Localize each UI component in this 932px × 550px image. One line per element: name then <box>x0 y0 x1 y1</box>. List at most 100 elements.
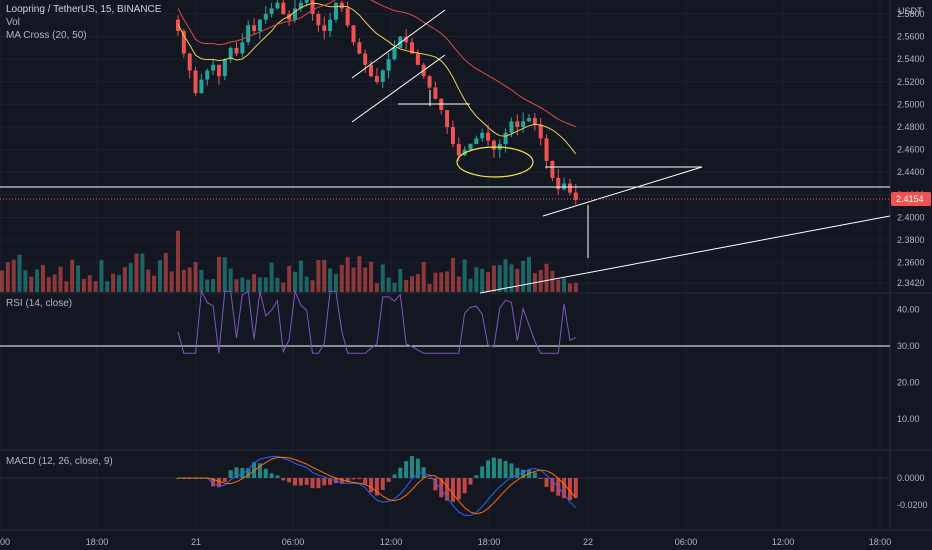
candle-body <box>298 2 303 9</box>
volume-bar <box>404 279 409 292</box>
macd-histogram-bar <box>433 478 438 491</box>
macd-histogram-bar <box>462 478 467 494</box>
candle-body <box>322 25 327 31</box>
vol-legend[interactable]: Vol <box>6 17 20 28</box>
volume-bar <box>287 265 292 292</box>
volume-bar <box>29 276 34 292</box>
candle-body <box>181 30 186 54</box>
volume-bar <box>17 254 22 292</box>
volume-bar <box>105 281 110 292</box>
volume-bar <box>87 275 92 292</box>
candle-body <box>263 14 268 20</box>
volume-bar <box>58 266 63 292</box>
volume-bar <box>146 269 151 292</box>
macd-histogram-bar <box>392 474 397 478</box>
rsi-tick-label: 10.00 <box>897 414 920 424</box>
volume-bar <box>357 256 362 292</box>
triangle-lower-line[interactable] <box>542 166 703 217</box>
macd-histogram-bar <box>263 468 268 478</box>
ma-cross-legend[interactable]: MA Cross (20, 50) <box>6 30 87 41</box>
macd-histogram-bar <box>304 478 309 485</box>
volume-bar <box>433 272 438 292</box>
currency-label: USDT <box>898 6 923 16</box>
volume-bar <box>263 277 268 292</box>
candle-body <box>544 138 549 161</box>
volume-bar <box>193 262 198 292</box>
macd-histogram-bar <box>228 470 233 478</box>
price-tick-label: 2.3420 <box>897 278 925 288</box>
macd-histogram-bar <box>515 467 520 478</box>
price-tick-label: 2.4600 <box>897 145 925 155</box>
macd-histogram-bar <box>468 478 473 485</box>
candle-body <box>474 138 479 144</box>
volume-bar <box>374 283 379 292</box>
ma-cross-label: MA Cross (20, 50) <box>6 30 87 41</box>
volume-bar <box>11 259 16 292</box>
candle-body <box>228 47 233 60</box>
candle-body <box>293 8 297 20</box>
volume-bar <box>456 276 461 292</box>
macd-histogram-bar <box>491 457 496 478</box>
macd-histogram-bar <box>328 478 333 485</box>
highlight-ellipse[interactable] <box>456 146 534 178</box>
volume-bar <box>486 272 491 292</box>
candle-body <box>515 121 520 128</box>
candle-body <box>281 2 286 14</box>
volume-bar <box>515 268 520 292</box>
symbol-legend[interactable]: Loopring / TetherUS, 15, BINANCE <box>6 4 161 15</box>
volume-bar <box>369 261 374 292</box>
volume-bar <box>527 256 531 292</box>
macd-histogram-bar <box>211 478 216 487</box>
breakout-trend-line[interactable] <box>479 215 891 294</box>
volume-bar <box>351 267 356 292</box>
volume-bar <box>468 278 473 292</box>
volume-bar <box>181 269 186 292</box>
channel-lower-line[interactable] <box>351 54 446 123</box>
volume-bar <box>240 277 245 292</box>
candle-body <box>380 70 385 82</box>
candle-body <box>246 25 251 43</box>
candle-body <box>521 121 526 128</box>
volume-bar <box>491 265 496 292</box>
macd-histogram-bar <box>287 478 292 483</box>
channel-upper-line[interactable] <box>351 9 446 79</box>
macd-histogram-bar <box>532 472 537 478</box>
volume-bar <box>445 271 450 292</box>
macd-histogram-bar <box>275 475 280 478</box>
macd-histogram-bar <box>427 478 432 479</box>
time-tick-label: 18:00 <box>869 537 892 547</box>
candle-body <box>556 177 561 190</box>
price-axis[interactable]: 2.5800 2.5600 2.5400 2.5200 2.5000 2.4800 2.46… <box>897 9 925 288</box>
macd-histogram-bar <box>573 478 578 498</box>
candle-body <box>234 47 239 54</box>
volume-bar <box>497 265 502 292</box>
signal-line <box>178 456 577 515</box>
candle-body <box>392 47 397 60</box>
candle-body <box>404 36 409 43</box>
candle-body <box>491 140 496 150</box>
candle-body <box>427 76 432 88</box>
volume-bar <box>216 256 221 292</box>
macd-histogram-bar <box>357 478 362 480</box>
macd-histogram-bar <box>380 478 385 490</box>
macd-legend[interactable]: MACD (12, 26, close, 9) <box>6 456 113 467</box>
macd-histogram-bar <box>497 458 502 478</box>
candle-body <box>252 25 257 31</box>
macd-histogram-bar <box>281 478 286 481</box>
volume-bar <box>316 259 321 292</box>
time-axis[interactable]: 00 18:00 21 06:00 12:00 18:00 22 06:00 12:00 18:0… <box>0 537 891 547</box>
candle-body <box>468 143 473 150</box>
drawings[interactable] <box>0 9 891 347</box>
time-tick-label: 00 <box>0 537 10 547</box>
candle-body <box>345 8 350 26</box>
candle-body <box>410 42 414 54</box>
volume-bar <box>234 279 239 292</box>
candle-body <box>205 70 210 80</box>
rsi-legend[interactable]: RSI (14, close) <box>6 298 72 309</box>
volume-bar <box>392 282 397 292</box>
macd-histogram-bar <box>480 466 485 478</box>
last-price-value: 2.4154 <box>896 194 924 204</box>
volume-bar <box>5 262 10 292</box>
volume-bar <box>76 265 81 292</box>
